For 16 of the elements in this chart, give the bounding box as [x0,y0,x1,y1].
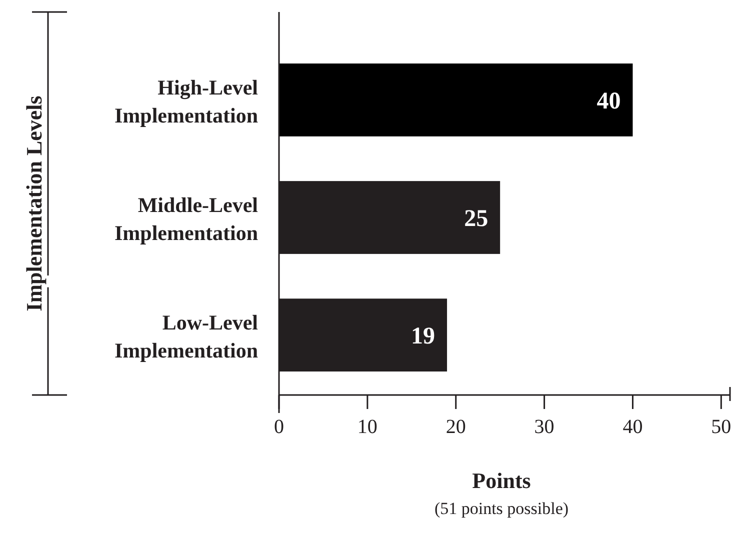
x-tick-label: 10 [357,416,378,438]
data-label: 40 [596,88,621,114]
x-tick-label: 0 [274,416,284,438]
x-tick-label: 20 [446,416,466,438]
x-axis-title: Points [472,468,532,493]
y-tick-label: Middle-Level Implementation [114,192,258,245]
y-tick-label: Low-Level Implementation [114,310,258,362]
x-tick-label: 30 [534,416,554,438]
text: (51 points possible) [434,499,569,518]
x-tick-label: 50 [711,416,732,438]
bar [279,64,633,136]
x-tick-label: 40 [622,416,643,438]
y-axis-title: Implementation Levels [22,95,47,312]
data-label: 19 [411,323,436,350]
y-tick-label: High-Level Implementation [114,75,258,128]
data-label: 25 [464,206,488,232]
